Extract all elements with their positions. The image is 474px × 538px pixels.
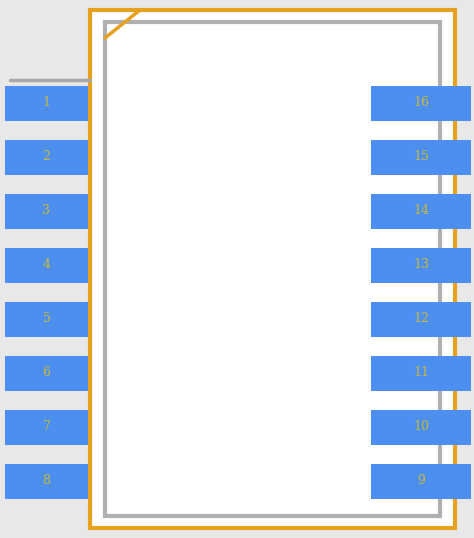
Bar (371, 464, 471, 499)
Text: 3: 3 (43, 204, 51, 217)
Bar (5, 301, 88, 336)
Text: 6: 6 (43, 366, 51, 379)
Bar (5, 247, 88, 282)
Bar (5, 356, 88, 391)
Bar (371, 247, 471, 282)
Text: 10: 10 (413, 421, 429, 434)
Bar (371, 139, 471, 174)
Bar (371, 356, 471, 391)
Bar (5, 409, 88, 444)
Bar (105, 22, 440, 516)
Bar (5, 86, 88, 121)
Bar (5, 139, 88, 174)
Text: 12: 12 (413, 313, 429, 325)
Text: 4: 4 (43, 258, 51, 272)
Text: 14: 14 (413, 204, 429, 217)
Text: 7: 7 (43, 421, 50, 434)
Text: 8: 8 (43, 475, 51, 487)
Bar (371, 301, 471, 336)
Text: 5: 5 (43, 313, 50, 325)
Text: 9: 9 (417, 475, 425, 487)
Text: 16: 16 (413, 96, 429, 110)
Text: 1: 1 (43, 96, 51, 110)
Bar (371, 194, 471, 229)
Text: 2: 2 (43, 151, 50, 164)
Text: 13: 13 (413, 258, 429, 272)
Bar (5, 194, 88, 229)
Bar (371, 409, 471, 444)
Bar (5, 464, 88, 499)
Text: 15: 15 (413, 151, 429, 164)
Bar (371, 86, 471, 121)
Bar (90, 10, 455, 528)
Text: 11: 11 (413, 366, 429, 379)
